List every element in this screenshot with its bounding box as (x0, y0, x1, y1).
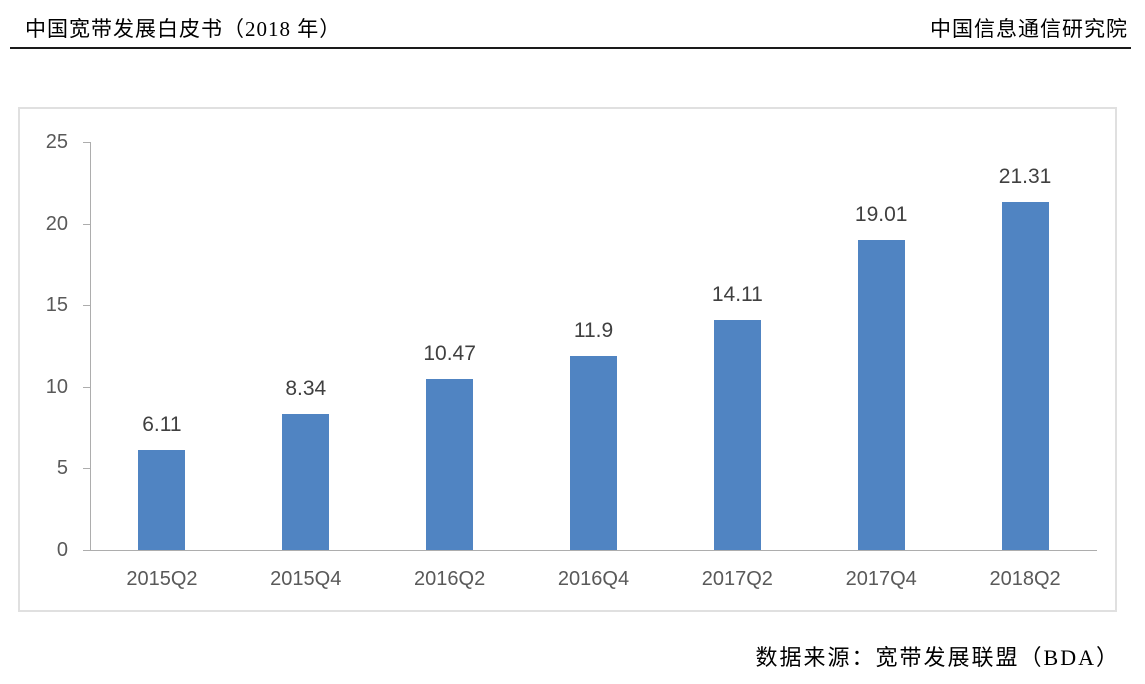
bar-data-label: 8.34 (285, 376, 327, 400)
x-axis-label: 2016Q2 (414, 568, 486, 590)
data-source-note: 数据来源：宽带发展联盟（BDA） (755, 645, 1120, 670)
document-title: 中国宽带发展白皮书（2018 年） (25, 17, 342, 41)
x-axis-label: 2015Q2 (126, 568, 198, 590)
y-axis-tick-label: 0 (56, 539, 68, 561)
y-axis-tick (83, 386, 90, 388)
y-axis-tick-label: 5 (56, 457, 68, 480)
bar (857, 239, 905, 550)
bar-data-label: 14.11 (711, 282, 763, 306)
bar-data-label: 19.01 (854, 202, 908, 226)
x-axis-label: 2017Q4 (845, 568, 917, 590)
x-axis-label: 2016Q4 (557, 568, 630, 590)
bar-data-label: 6.11 (142, 413, 182, 437)
x-axis-label: 2017Q2 (701, 568, 773, 590)
bar (426, 379, 474, 550)
bar (138, 450, 186, 550)
x-axis-label: 2018Q2 (989, 568, 1061, 590)
bar (1001, 202, 1049, 550)
chart-frame: 0 5 10 15 20 25 6.11 2015Q2 8.34 2015Q4 10.47 2016Q… (18, 107, 1117, 612)
y-axis-tick (83, 550, 90, 551)
y-axis-tick-label: 20 (45, 212, 68, 235)
y-axis-tick (83, 142, 90, 143)
bar-data-label: 21.31 (998, 165, 1052, 189)
plot-area: 0 5 10 15 20 25 6.11 2015Q2 8.34 2015Q4 10.47 2016Q… (20, 109, 1115, 610)
x-axis-label: 2015Q4 (270, 568, 342, 590)
y-axis-tick (83, 305, 90, 307)
bar (570, 355, 617, 550)
header-rule (10, 47, 1131, 49)
y-axis-tick-label: 15 (45, 294, 68, 317)
y-axis-tick-label: 10 (45, 375, 68, 398)
y-axis-tick (83, 468, 90, 470)
y-axis-line (90, 142, 91, 550)
bar (282, 413, 330, 550)
y-axis-tick (83, 223, 90, 225)
bar-data-label: 10.47 (423, 342, 476, 366)
bar-data-label: 11.9 (573, 318, 614, 342)
y-axis-tick-label: 25 (45, 131, 68, 153)
x-axis-line (90, 550, 1097, 551)
organization-name: 中国信息通信研究院 (930, 17, 1128, 41)
bar (713, 319, 761, 550)
